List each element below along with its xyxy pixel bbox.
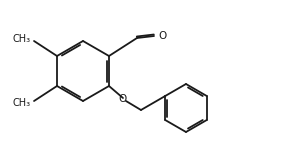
Text: O: O [158, 31, 166, 41]
Text: CH₃: CH₃ [13, 34, 31, 44]
Text: O: O [119, 94, 127, 104]
Text: CH₃: CH₃ [13, 98, 31, 108]
